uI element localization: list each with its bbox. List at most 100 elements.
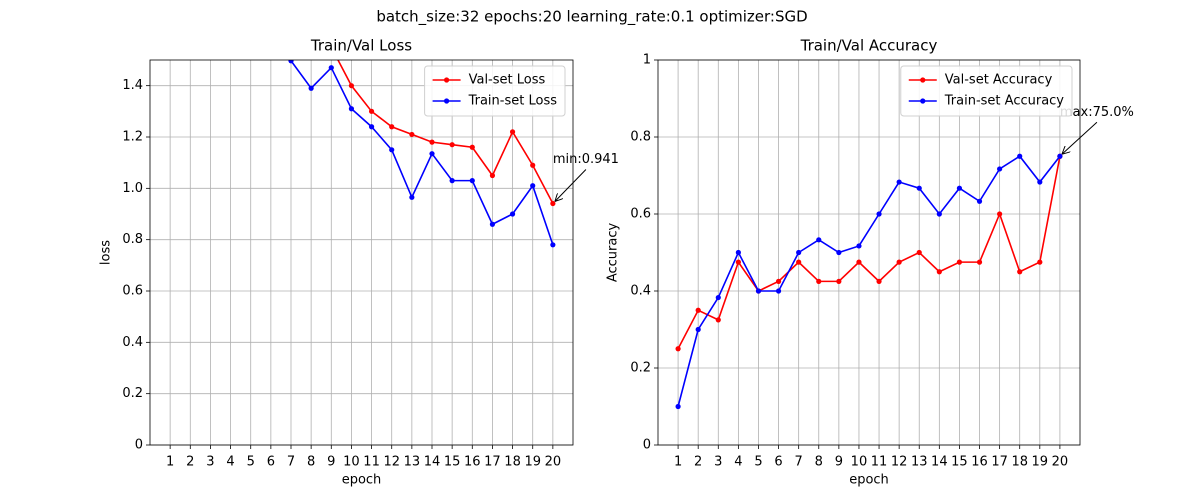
- x-tick-label: 18: [504, 455, 521, 470]
- data-point: [509, 211, 516, 217]
- data-point: [1017, 269, 1023, 275]
- x-tick-label: 10: [851, 455, 868, 470]
- data-point: [876, 211, 882, 217]
- data-point: [836, 249, 842, 256]
- x-tick-label: 17: [484, 455, 501, 470]
- data-point: [1037, 179, 1043, 185]
- x-tick-label: 8: [307, 455, 315, 470]
- plot-area: [248, 1, 556, 248]
- data-point: [328, 65, 334, 71]
- x-tick-label: 5: [247, 455, 255, 470]
- data-point: [429, 139, 435, 145]
- data-point: [896, 259, 902, 265]
- x-tick-label: 10: [343, 455, 360, 470]
- data-point: [675, 403, 681, 410]
- x-tick-label: 1: [166, 455, 174, 470]
- data-point: [268, 32, 273, 37]
- data-point: [469, 178, 475, 184]
- legend: Val-set Loss Train-set Loss: [424, 65, 566, 117]
- data-point: [368, 108, 375, 114]
- legend: Val-set Accuracy Train-set Accuracy: [900, 65, 1073, 117]
- data-point: [997, 166, 1003, 172]
- data-point: [550, 200, 556, 207]
- x-tick-label: 13: [911, 455, 928, 470]
- x-tick-label: 18: [1011, 455, 1028, 470]
- legend-box: [900, 65, 1073, 117]
- x-tick-label: 4: [226, 455, 234, 470]
- data-point: [816, 278, 822, 284]
- x-tick-label: 13: [404, 455, 421, 470]
- axes-title: Train/Val Loss: [310, 37, 412, 55]
- data-point: [509, 129, 516, 135]
- y-tick-label: 0: [643, 438, 651, 453]
- data-point: [409, 131, 415, 138]
- data-point: [368, 124, 375, 130]
- series-line: [337, 60, 554, 204]
- x-tick-label: 7: [795, 455, 803, 470]
- legend-marker: [443, 98, 450, 104]
- data-point: [956, 259, 963, 265]
- axes-frame: [149, 59, 574, 446]
- x-tick-label: 19: [1032, 455, 1049, 470]
- data-point: [976, 198, 983, 204]
- data-point: [288, 60, 294, 64]
- x-tick-label: 6: [774, 455, 782, 470]
- data-point: [856, 259, 862, 265]
- y-tick-label: 1.2: [122, 130, 143, 145]
- data-point: [775, 278, 782, 284]
- x-tick-label: 9: [327, 455, 335, 470]
- data-point: [389, 124, 395, 130]
- x-tick-label: 15: [444, 455, 461, 470]
- x-tick-label: 11: [363, 455, 380, 470]
- y-axis-label: Accuracy: [606, 223, 621, 283]
- data-point: [489, 172, 496, 179]
- y-tick-label: 0: [135, 438, 143, 453]
- data-point: [1017, 153, 1023, 159]
- data-point: [715, 294, 721, 301]
- x-tick-label: 7: [287, 455, 295, 470]
- legend-label: Train-set Loss: [468, 94, 558, 109]
- legend-label: Val-set Loss: [469, 73, 546, 88]
- data-point: [836, 278, 842, 284]
- data-point: [936, 211, 942, 217]
- data-point: [775, 288, 782, 294]
- data-point: [876, 278, 882, 284]
- data-point: [936, 269, 942, 275]
- data-point: [469, 144, 475, 150]
- data-point: [675, 346, 681, 352]
- annotation: min:0.941: [553, 152, 619, 167]
- data-point: [248, 1, 253, 6]
- y-tick-label: 0.4: [630, 284, 651, 299]
- data-point: [695, 307, 701, 313]
- data-point: [856, 243, 862, 249]
- data-point: [449, 142, 455, 148]
- x-tick-label: 12: [891, 455, 908, 470]
- y-tick-label: 0.4: [122, 335, 143, 350]
- y-tick-label: 0.8: [630, 130, 651, 145]
- data-point: [916, 185, 922, 191]
- x-tick-label: 20: [1052, 455, 1069, 470]
- x-tick-label: 11: [871, 455, 888, 470]
- legend-marker: [920, 98, 926, 104]
- data-point: [288, 19, 293, 24]
- series-line: [677, 155, 1061, 407]
- x-tick-label: 6: [267, 455, 275, 470]
- legend-label: Val-set Accuracy: [945, 73, 1053, 88]
- data-point: [429, 151, 435, 157]
- axes-title: Train/Val Accuracy: [800, 37, 938, 55]
- x-tick-label: 15: [951, 455, 968, 470]
- data-point: [997, 211, 1003, 217]
- x-tick-label: 16: [464, 455, 481, 470]
- x-tick-label: 9: [835, 455, 843, 470]
- data-point: [530, 162, 536, 168]
- data-point: [896, 179, 902, 185]
- y-tick-label: 0.6: [122, 284, 143, 299]
- data-point: [755, 288, 762, 294]
- x-tick-label: 14: [931, 455, 948, 470]
- x-tick-label: 17: [991, 455, 1008, 470]
- y-tick-label: 0.6: [630, 207, 651, 222]
- data-point: [409, 194, 415, 200]
- x-tick-label: 1: [674, 455, 682, 470]
- data-point: [389, 147, 395, 153]
